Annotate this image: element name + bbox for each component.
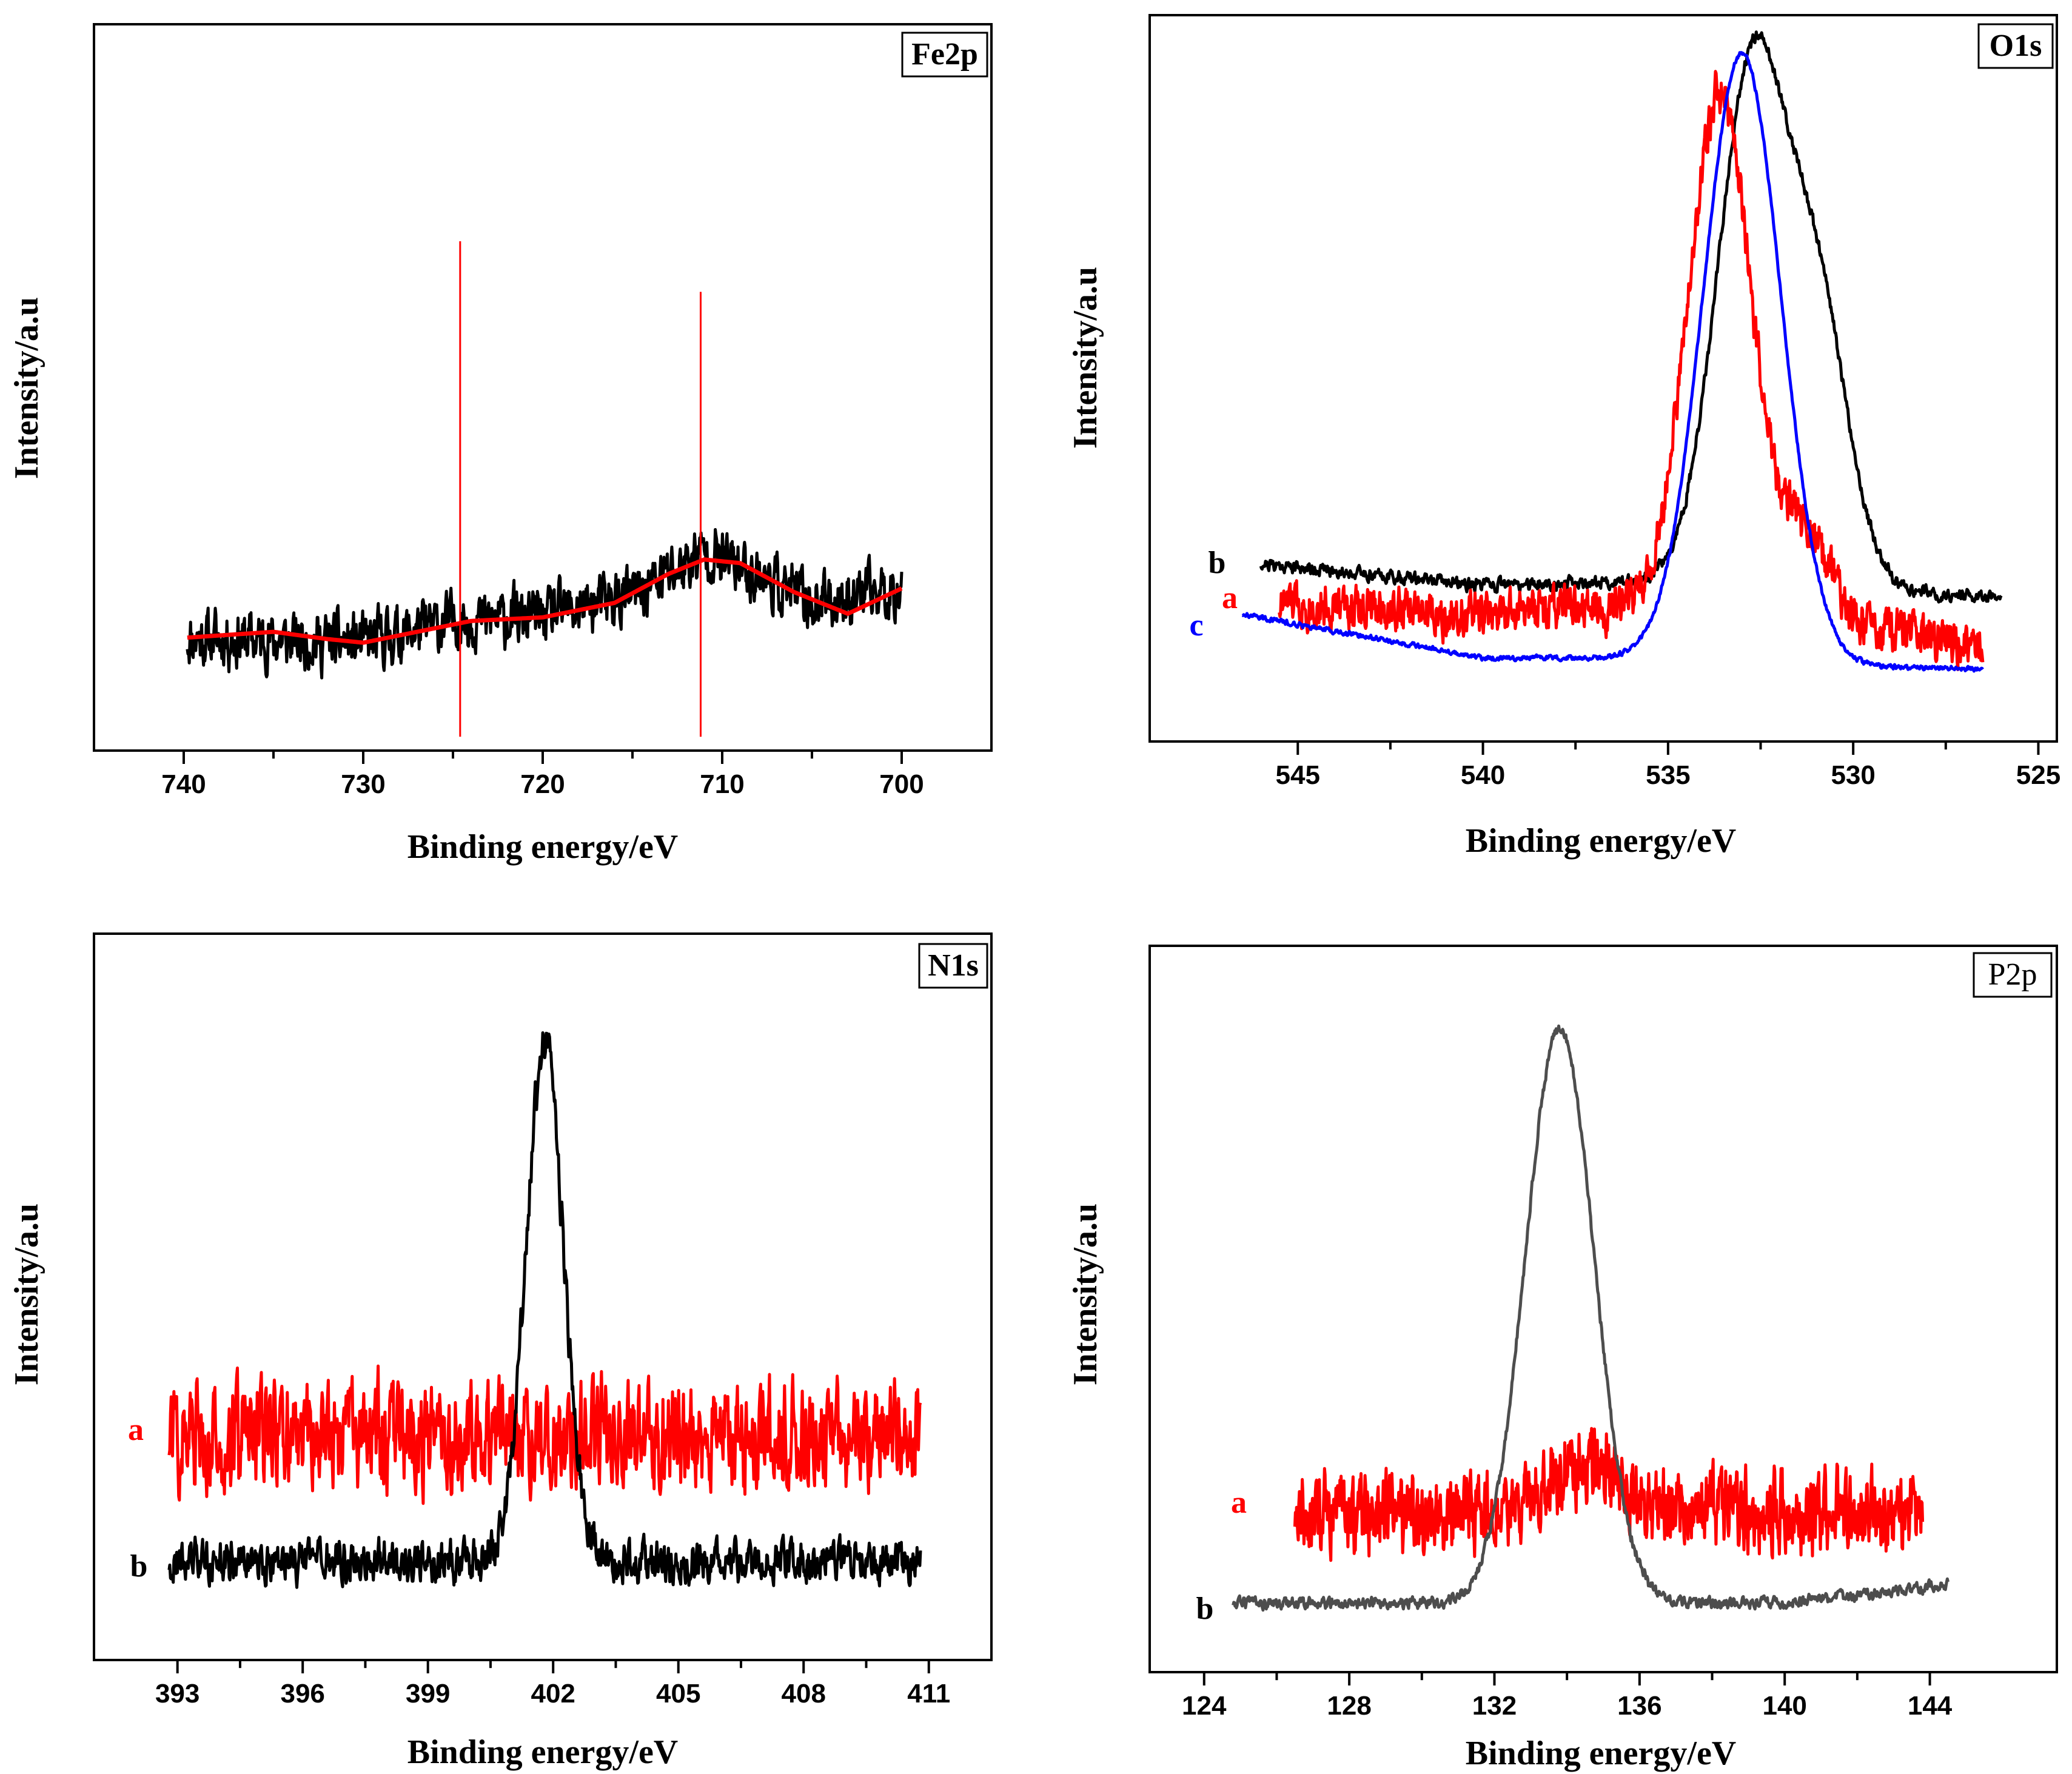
o1s-series bbox=[1241, 30, 2003, 673]
panel-fe2p: 740 730 720 710 700 Fe2p Binding energy/eV I… bbox=[8, 23, 993, 866]
n1s-series-a bbox=[167, 1364, 922, 1505]
o1s-series-label-c: c bbox=[1189, 608, 1203, 643]
p2p-x-ticks: 124 128 132 136 140 144 bbox=[1182, 1672, 1953, 1721]
p2p-x-tick-label: 124 bbox=[1182, 1691, 1227, 1721]
o1s-title: O1s bbox=[1990, 28, 2042, 63]
fe2p-y-axis-label: Intensity/a.u bbox=[8, 297, 45, 479]
p2p-x-axis-label: Binding energy/eV bbox=[1466, 1735, 1736, 1772]
o1s-x-tick-label: 545 bbox=[1276, 760, 1320, 790]
fe2p-x-tick-label: 720 bbox=[520, 769, 565, 799]
n1s-title-box bbox=[918, 943, 988, 989]
p2p-y-axis-label: Intensity/a.u bbox=[1067, 1203, 1104, 1385]
fe2p-title-box bbox=[901, 32, 988, 78]
n1s-series-label-b: b bbox=[130, 1549, 148, 1584]
n1s-x-axis-label: Binding energy/eV bbox=[407, 1733, 678, 1771]
n1s-series-b bbox=[167, 1031, 922, 1589]
o1s-x-ticks: 545 540 535 530 525 bbox=[1276, 741, 2060, 790]
p2p-series-b bbox=[1232, 1024, 1950, 1612]
n1s-x-tick-label: 405 bbox=[656, 1679, 700, 1709]
o1s-x-tick-label: 530 bbox=[1831, 760, 1875, 790]
o1s-x-tick-label: 535 bbox=[1646, 760, 1690, 790]
p2p-x-tick-label: 128 bbox=[1327, 1691, 1371, 1721]
panel-n1s: 393 396 399 402 405 408 411 N1s Binding energy… bbox=[8, 932, 993, 1771]
panel-o1s: 545 540 535 530 525 O1s Binding energy/eV In… bbox=[1067, 14, 2060, 860]
o1s-series-label-b: b bbox=[1209, 546, 1226, 580]
n1s-title: N1s bbox=[928, 948, 979, 983]
p2p-series-label-a: a bbox=[1231, 1485, 1247, 1520]
fe2p-series-fe2p-raw bbox=[186, 528, 904, 680]
o1s-x-tick-label: 525 bbox=[2016, 760, 2060, 790]
p2p-x-tick-label: 140 bbox=[1762, 1691, 1806, 1721]
n1s-series bbox=[167, 1031, 922, 1589]
n1s-x-tick-label: 411 bbox=[907, 1679, 950, 1709]
n1s-x-tick-label: 399 bbox=[406, 1679, 450, 1709]
p2p-x-tick-label: 132 bbox=[1472, 1691, 1517, 1721]
fe2p-reference-lines bbox=[459, 241, 702, 737]
p2p-title-box bbox=[1973, 952, 2053, 998]
p2p-x-tick-label: 136 bbox=[1617, 1691, 1661, 1721]
p2p-title: P2p bbox=[1988, 957, 2037, 992]
o1s-series-c bbox=[1241, 51, 1984, 673]
o1s-y-axis-label: Intensity/a.u bbox=[1067, 267, 1104, 449]
o1s-title-box bbox=[1977, 23, 2054, 69]
fe2p-series-fe2p-fit bbox=[186, 557, 904, 645]
o1s-series-label-a: a bbox=[1222, 581, 1238, 615]
o1s-series-b bbox=[1259, 30, 2003, 604]
o1s-series-a bbox=[1278, 70, 1985, 671]
fe2p-x-axis-label: Binding energy/eV bbox=[407, 828, 678, 866]
fe2p-x-tick-label: 700 bbox=[879, 769, 924, 799]
n1s-plot-frame bbox=[93, 932, 993, 1661]
n1s-x-tick-label: 393 bbox=[155, 1679, 199, 1709]
fe2p-title: Fe2p bbox=[911, 37, 978, 72]
o1s-x-axis-label: Binding energy/eV bbox=[1466, 822, 1736, 860]
fe2p-x-tick-label: 730 bbox=[341, 769, 385, 799]
n1s-series-label-a: a bbox=[128, 1413, 144, 1447]
n1s-x-ticks: 393 396 399 402 405 408 411 bbox=[155, 1660, 950, 1709]
panel-p2p: 124 128 132 136 140 144 P2p Binding energy/eV… bbox=[1067, 945, 2058, 1772]
n1s-y-axis-label: Intensity/a.u bbox=[8, 1203, 45, 1385]
fe2p-x-tick-label: 710 bbox=[700, 769, 744, 799]
p2p-series-label-b: b bbox=[1196, 1592, 1214, 1626]
p2p-series-a bbox=[1293, 1427, 1925, 1562]
p2p-series bbox=[1232, 1024, 1950, 1612]
n1s-x-tick-label: 402 bbox=[531, 1679, 575, 1709]
p2p-x-tick-label: 144 bbox=[1908, 1691, 1953, 1721]
fe2p-series bbox=[186, 528, 904, 680]
n1s-x-tick-label: 408 bbox=[782, 1679, 826, 1709]
o1s-x-tick-label: 540 bbox=[1461, 760, 1505, 790]
fe2p-x-tick-label: 740 bbox=[161, 769, 206, 799]
fe2p-x-ticks: 740 730 720 710 700 bbox=[161, 751, 924, 799]
p2p-plot-frame bbox=[1148, 945, 2058, 1673]
n1s-x-tick-label: 396 bbox=[280, 1679, 324, 1709]
o1s-plot-frame bbox=[1148, 14, 2058, 743]
